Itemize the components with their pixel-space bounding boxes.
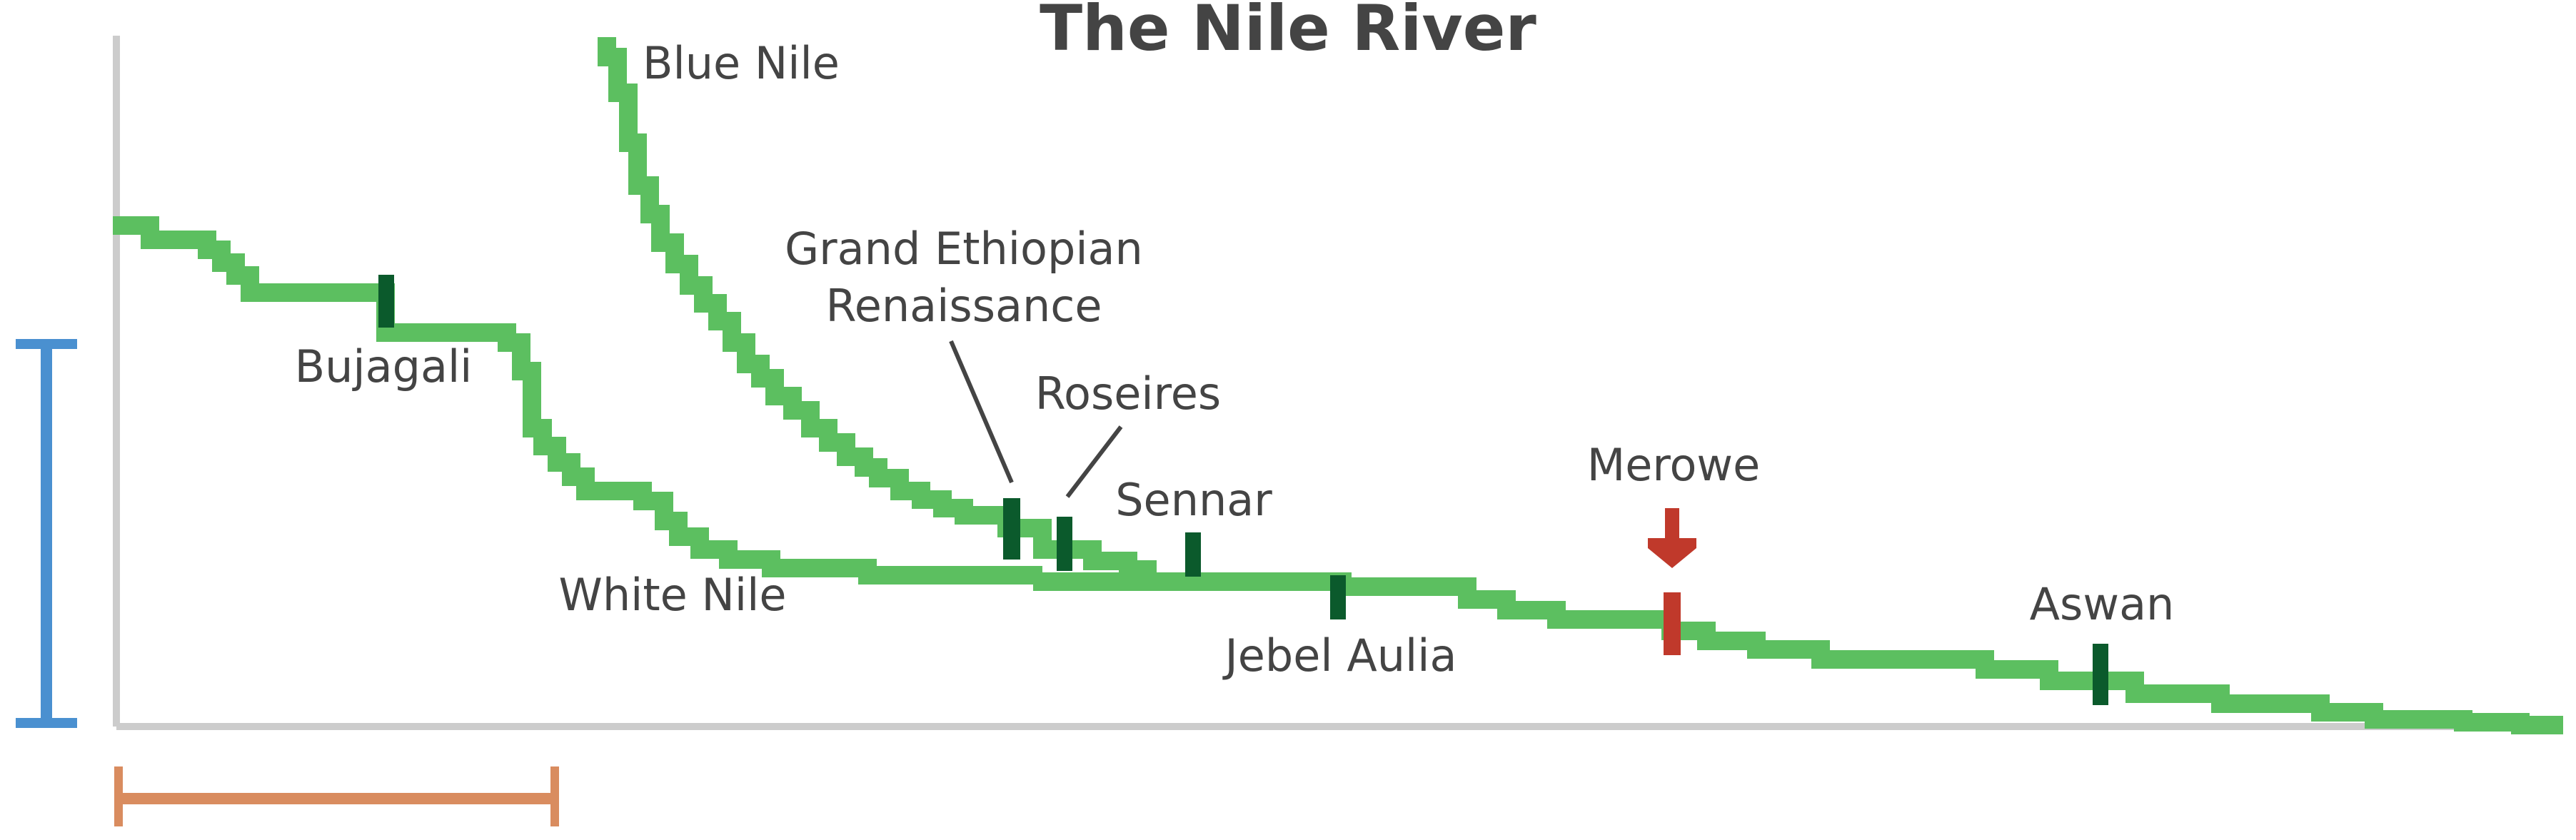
aswan-label: Aswan	[2030, 578, 2175, 630]
down-arrow-icon	[1648, 508, 1696, 568]
gerd-label: Grand Ethiopian Renaissance	[785, 223, 1143, 332]
distance-scale-bar	[114, 766, 559, 826]
roseires-label: Roseires	[1035, 368, 1221, 420]
sennar-dam-marker	[1185, 532, 1201, 577]
main-nile-profile	[1033, 572, 2563, 734]
blue-nile-label: Blue Nile	[643, 37, 840, 89]
elevation-scale-bar	[16, 339, 77, 728]
jebel-aulia-dam-marker	[1330, 575, 1346, 619]
white-nile-profile	[113, 216, 1042, 585]
roseires-leader-line	[1065, 425, 1123, 498]
roseires-dam-marker	[1057, 517, 1072, 571]
diagram-title: The Nile River	[1040, 0, 1536, 65]
gerd-leader-line	[949, 340, 1014, 484]
bujagali-dam-marker	[378, 275, 394, 328]
sennar-label: Sennar	[1115, 474, 1272, 526]
white-nile-label: White Nile	[559, 569, 787, 621]
gerd-label-line: Grand Ethiopian	[785, 223, 1143, 275]
bujagali-label: Bujagali	[295, 340, 473, 393]
jebel-aulia-label: Jebel Aulia	[1222, 629, 1456, 682]
gerd-label-line: Renaissance	[825, 280, 1102, 332]
gerd-dam-marker	[1003, 498, 1020, 560]
merowe-dam-marker	[1664, 592, 1681, 655]
merowe-label: Merowe	[1587, 439, 1761, 491]
blue-nile-profile	[598, 37, 1157, 579]
aswan-dam-marker	[2093, 644, 2108, 705]
